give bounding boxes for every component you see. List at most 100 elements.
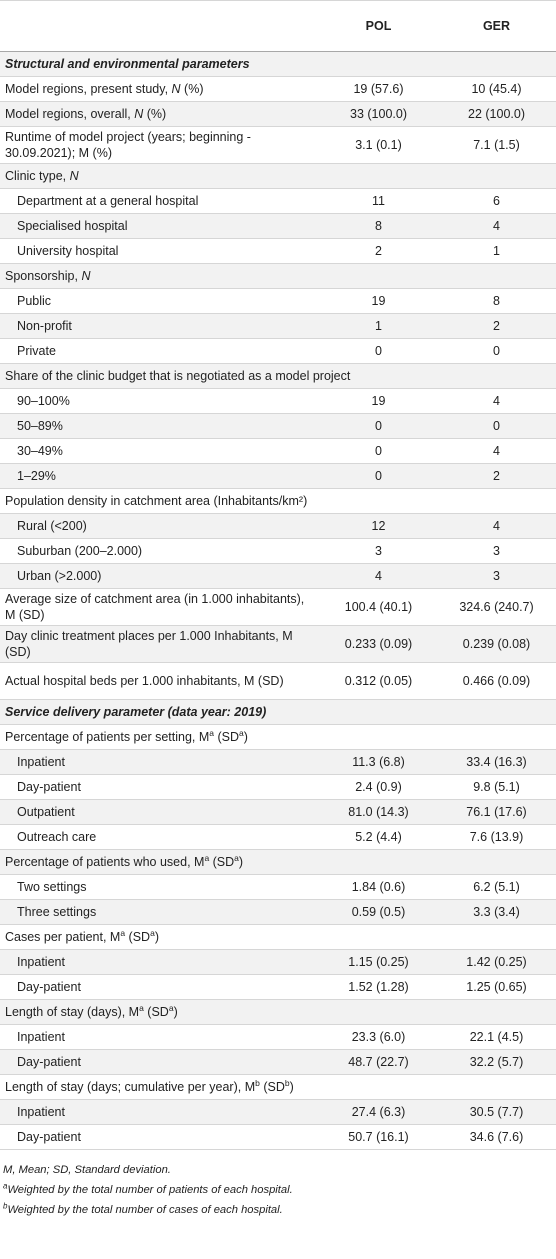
table-row: Model regions, present study, N (%) 19 (5… (0, 77, 556, 102)
row-label: Actual hospital beds per 1.000 inhabitan… (5, 674, 284, 688)
row-label: Percentage of patients who used, Ma (SDa… (5, 852, 244, 869)
cell-pol: 81.0 (14.3) (348, 805, 409, 819)
row-label: Clinic type, N (5, 169, 79, 183)
row-label: Length of stay (days), Ma (SDa) (5, 1002, 178, 1019)
cell-pol: 23.3 (6.0) (351, 1030, 406, 1044)
cell-ger: 2 (493, 469, 500, 483)
row-label: 1–29% (17, 469, 56, 483)
section-row: Service delivery parameter (data year: 2… (0, 699, 556, 725)
row-label: Department at a general hospital (17, 194, 199, 208)
footnotes: M, Mean; SD, Standard deviation. aWeighte… (0, 1150, 556, 1220)
cell-pol: 0 (375, 444, 382, 458)
cell-ger: 34.6 (7.6) (469, 1130, 524, 1144)
table-container: POL GER Structural and environmental par… (0, 0, 556, 1220)
table-subrow: Suburban (200–2.000) 3 3 (0, 539, 556, 564)
table-subrow: Urban (>2.000) 4 3 (0, 563, 556, 589)
row-label: 30–49% (17, 444, 63, 458)
cell-ger: 6.2 (5.1) (473, 880, 520, 894)
table-subrow: 30–49% 0 4 (0, 439, 556, 464)
row-label: Outpatient (17, 805, 75, 819)
cell-pol: 4 (375, 569, 382, 583)
cell-pol: 19 (371, 394, 386, 408)
cell-pol: 33 (100.0) (350, 107, 407, 121)
row-label: Model regions, overall, N (%) (5, 107, 167, 121)
cell-ger: 1 (493, 244, 500, 258)
cell-pol (320, 1000, 437, 1025)
row-label: Two settings (17, 880, 87, 894)
row-label: Length of stay (days; cumulative per yea… (5, 1077, 294, 1094)
cell-pol: 100.4 (40.1) (344, 600, 413, 614)
table-row: Share of the clinic budget that is negot… (0, 363, 556, 389)
cell-pol: 0.233 (0.09) (344, 637, 413, 651)
row-label: Non-profit (17, 319, 72, 333)
cell-ger (437, 1075, 556, 1100)
row-label: Day-patient (17, 780, 81, 794)
table-subrow: Two settings 1.84 (0.6) 6.2 (5.1) (0, 875, 556, 900)
table-row: Clinic type, N (0, 163, 556, 189)
table-row: Runtime of model project (years; beginni… (0, 127, 556, 164)
footnote: M, Mean; SD, Standard deviation. (3, 1164, 171, 1176)
cell-ger: 7.1 (1.5) (473, 138, 520, 152)
cell-pol (320, 264, 437, 289)
table-subrow: Public 19 8 (0, 289, 556, 314)
row-label: Day-patient (17, 1130, 81, 1144)
cell-pol: 1 (375, 319, 382, 333)
cell-pol: 0 (375, 469, 382, 483)
data-table: POL GER Structural and environmental par… (0, 0, 556, 1150)
row-label: Inpatient (17, 1105, 65, 1119)
cell-ger (437, 1000, 556, 1025)
row-label: Urban (>2.000) (17, 569, 102, 583)
table-subrow: 1–29% 0 2 (0, 463, 556, 489)
cell-pol: 0 (375, 344, 382, 358)
cell-pol: 27.4 (6.3) (351, 1105, 406, 1119)
table-row: Length of stay (days; cumulative per yea… (0, 1075, 556, 1100)
cell-ger: 3 (493, 544, 500, 558)
cell-ger: 1.42 (0.25) (466, 955, 527, 969)
table-row: Length of stay (days), Ma (SDa) (0, 999, 556, 1025)
cell-pol (320, 925, 437, 950)
row-label: 50–89% (17, 419, 63, 433)
cell-ger (437, 725, 556, 750)
row-label: Inpatient (17, 1030, 65, 1044)
table-subrow: University hospital 2 1 (0, 239, 556, 264)
cell-pol: 50.7 (16.1) (348, 1130, 409, 1144)
cell-ger: 4 (493, 219, 500, 233)
cell-ger: 22 (100.0) (468, 107, 525, 121)
table-subrow: Specialised hospital 8 4 (0, 213, 556, 239)
table-row: Population density in catchment area (In… (0, 489, 556, 514)
row-label: Day clinic treatment places per 1.000 In… (5, 629, 293, 659)
cell-pol: 1.15 (0.25) (348, 955, 409, 969)
table-subrow: Day-patient 1.52 (1.28) 1.25 (0.65) (0, 975, 556, 1000)
cell-ger: 4 (493, 394, 500, 408)
header-row: POL GER (0, 0, 556, 52)
cell-ger: 6 (493, 194, 500, 208)
row-label: Rural (<200) (17, 519, 87, 533)
cell-pol: 1.52 (1.28) (348, 980, 409, 994)
table-subrow: Day-patient 48.7 (22.7) 32.2 (5.7) (0, 1049, 556, 1075)
table-subrow: Non-profit 1 2 (0, 313, 556, 339)
cell-pol: 11 (372, 194, 385, 208)
row-label: Specialised hospital (17, 219, 128, 233)
row-label: Inpatient (17, 755, 65, 769)
cell-ger: 324.6 (240.7) (459, 600, 534, 614)
table-subrow: Department at a general hospital 11 6 (0, 189, 556, 214)
cell-pol: 8 (375, 219, 382, 233)
cell-ger: 3.3 (3.4) (473, 905, 520, 919)
cell-pol: 0.59 (0.5) (351, 905, 406, 919)
cell-ger: 8 (493, 294, 500, 308)
cell-pol: 0.312 (0.05) (344, 674, 413, 688)
cell-pol: 19 (371, 294, 386, 308)
cell-ger: 0.466 (0.09) (462, 674, 531, 688)
table-subrow: Outreach care 5.2 (4.4) 7.6 (13.9) (0, 825, 556, 850)
table-row: Sponsorship, N (0, 263, 556, 289)
cell-ger: 33.4 (16.3) (466, 755, 527, 769)
table-row: Average size of catchment area (in 1.000… (0, 589, 556, 626)
row-label: Day-patient (17, 1055, 81, 1069)
header-label (0, 1, 320, 52)
cell-ger: 0 (493, 344, 500, 358)
cell-pol (320, 850, 437, 875)
cell-pol: 2 (375, 244, 382, 258)
row-label: Private (17, 344, 56, 358)
table-subrow: Three settings 0.59 (0.5) 3.3 (3.4) (0, 899, 556, 925)
row-label: Cases per patient, Ma (SDa) (5, 927, 159, 944)
